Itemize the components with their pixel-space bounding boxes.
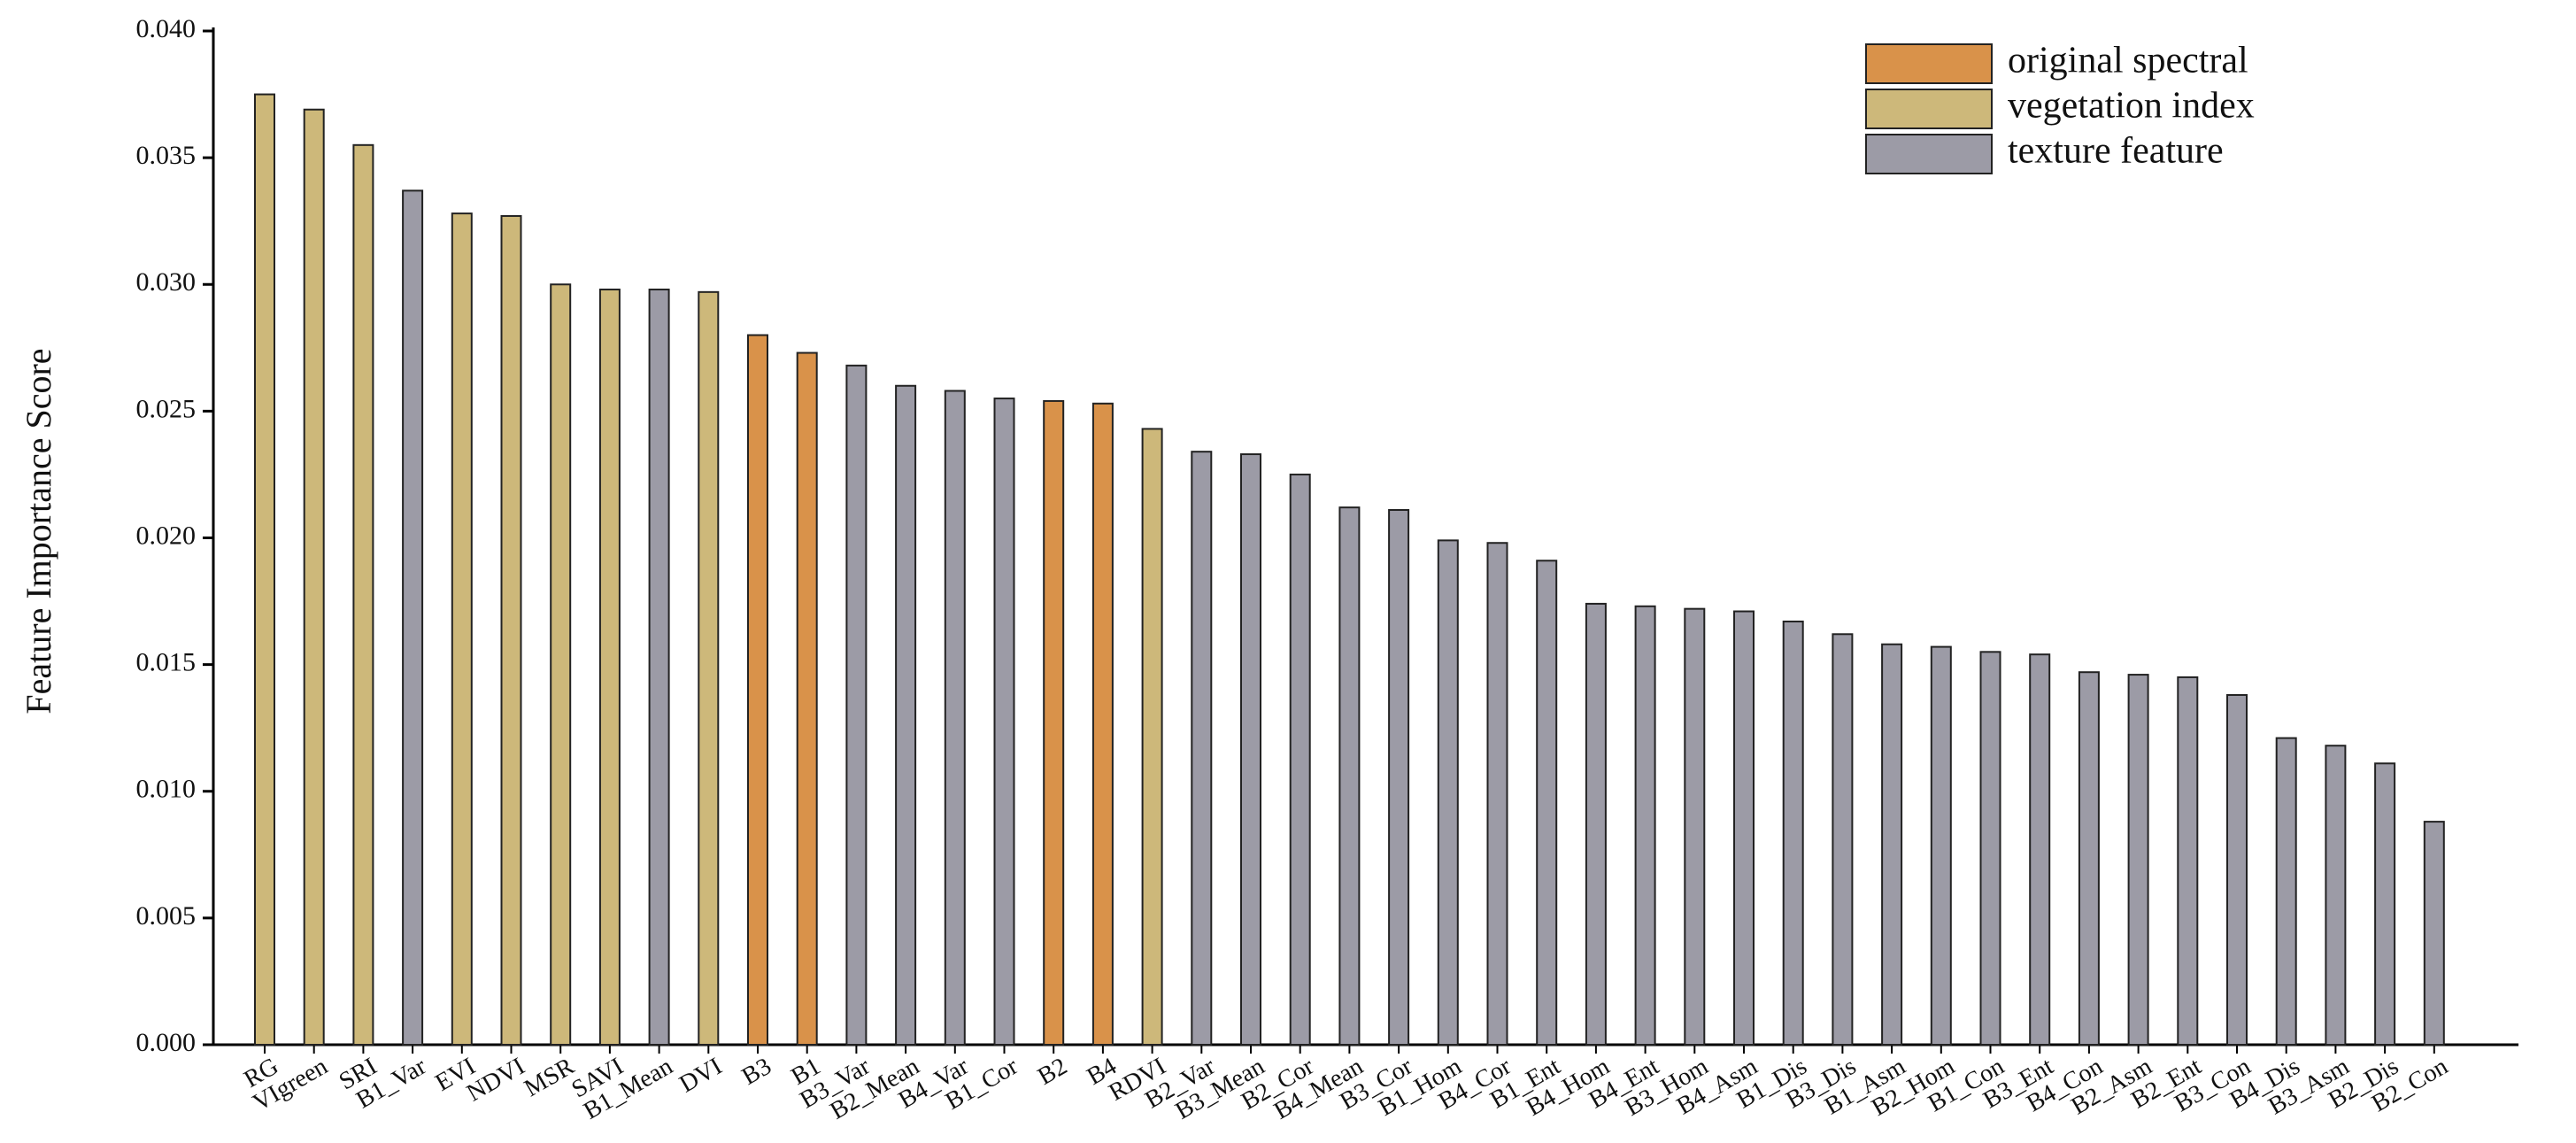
x-tick-label: DVI — [675, 1053, 727, 1099]
bar — [2177, 676, 2199, 1046]
bar — [1043, 399, 1065, 1046]
legend-swatch — [1865, 43, 1993, 84]
y-tick-label: 0.005 — [136, 901, 197, 931]
bar — [1536, 560, 1558, 1046]
bar — [550, 283, 572, 1046]
bar — [1240, 453, 1261, 1046]
bar — [747, 334, 768, 1046]
bar — [1289, 473, 1311, 1046]
bar — [1634, 605, 1656, 1046]
bar — [451, 212, 473, 1046]
x-tick-label: NDVI — [462, 1053, 529, 1108]
bar — [352, 143, 374, 1046]
legend-label: texture feature — [2008, 131, 2224, 172]
bar — [1191, 451, 1213, 1046]
bar — [402, 189, 424, 1046]
bar — [796, 351, 818, 1046]
legend-label: original spectral — [2008, 41, 2248, 81]
y-tick-label: 0.025 — [136, 394, 197, 423]
legend-swatch — [1865, 134, 1993, 174]
y-axis-label: Feature Importance Score — [19, 348, 58, 714]
bar — [2078, 671, 2100, 1046]
y-tick-label: 0.000 — [136, 1028, 197, 1057]
bar — [944, 390, 966, 1046]
y-tick-label: 0.040 — [136, 14, 197, 43]
y-tick-label: 0.020 — [136, 521, 197, 550]
bar — [2275, 737, 2297, 1046]
bar — [1091, 402, 1114, 1046]
bar — [698, 290, 720, 1046]
bar — [254, 93, 275, 1046]
bar — [2423, 821, 2445, 1046]
bar — [895, 384, 917, 1046]
bar — [1585, 602, 1607, 1046]
bar — [845, 364, 868, 1046]
bar — [1684, 607, 1706, 1046]
y-tick-label: 0.030 — [136, 267, 197, 297]
x-tick-label: B3 — [737, 1053, 776, 1091]
bar — [1141, 428, 1163, 1046]
bar — [1486, 542, 1508, 1046]
y-tick-label: 0.010 — [136, 775, 197, 804]
bar — [2325, 745, 2347, 1046]
bar — [2029, 653, 2051, 1046]
bar — [1782, 620, 1804, 1046]
legend-swatch — [1865, 89, 1993, 129]
bar — [2374, 762, 2396, 1046]
bar — [648, 288, 670, 1046]
bar — [2127, 674, 2149, 1046]
bar — [1881, 643, 1903, 1046]
bar — [1733, 610, 1755, 1046]
y-tick-label: 0.035 — [136, 141, 197, 170]
bar — [1979, 651, 2001, 1046]
bar — [1388, 509, 1410, 1046]
y-tick-label: 0.015 — [136, 648, 197, 677]
bar — [303, 108, 325, 1046]
bar — [598, 288, 621, 1046]
bar — [1832, 633, 1854, 1046]
bar — [500, 214, 522, 1046]
bar — [2226, 693, 2248, 1046]
bar — [993, 398, 1015, 1046]
bar — [1437, 539, 1459, 1046]
bar — [1930, 645, 1952, 1046]
bar — [1338, 506, 1361, 1046]
x-tick-label: B2 — [1033, 1053, 1072, 1091]
legend-label: vegetation index — [2008, 86, 2255, 127]
